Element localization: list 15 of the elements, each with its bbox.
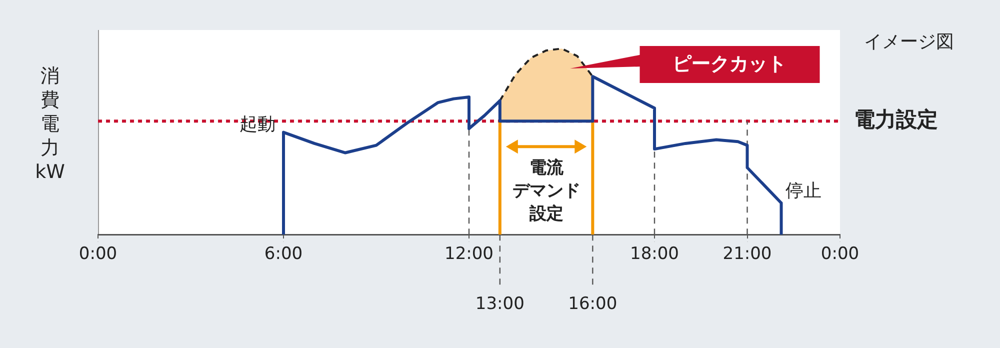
ref-line-label: 電力設定 <box>854 108 938 132</box>
annotation: 起動 <box>240 114 276 135</box>
x-tick-label: 0:00 <box>78 244 118 264</box>
text: イメージ図 <box>864 32 954 53</box>
ref-line-label: 13:00 <box>475 294 524 314</box>
x-tick-label: 21:00 <box>722 244 772 264</box>
x-tick-label: 0:00 <box>820 244 860 264</box>
y-axis-title: 消費電力 kW <box>34 64 66 184</box>
x-tick-label: 18:00 <box>630 244 679 264</box>
annotation: 電流デマンド設定 <box>512 158 580 224</box>
annotation: ピークカット <box>640 46 820 83</box>
annotation: 停止 <box>785 180 822 202</box>
x-tick-label: 12:00 <box>444 244 494 264</box>
x-tick-label: 6:00 <box>264 244 303 264</box>
ref-line-label: 16:00 <box>568 294 618 314</box>
